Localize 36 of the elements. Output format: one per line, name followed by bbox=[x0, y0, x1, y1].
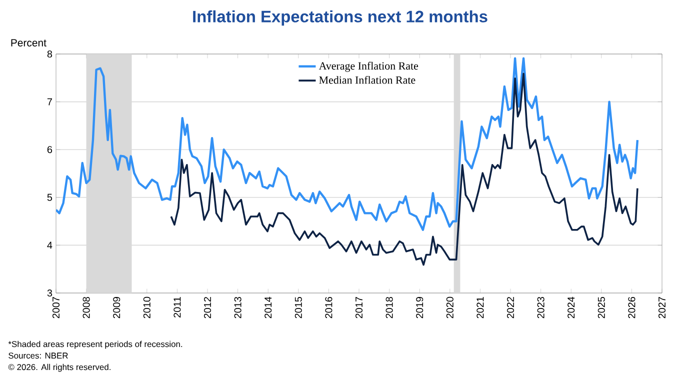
line-series bbox=[170, 72, 638, 266]
x-tick-label: 2022 bbox=[506, 297, 514, 318]
x-tick-label: 2021 bbox=[476, 297, 484, 318]
x-tick-label: 2018 bbox=[386, 296, 393, 318]
source-note: Sources: NBER bbox=[8, 352, 68, 359]
chart-title: Inflation Expectations next 12 months bbox=[193, 10, 488, 26]
y-axis-title: Percent bbox=[11, 39, 46, 46]
x-tick-label: 2008 bbox=[82, 296, 90, 318]
x-tick-label: 2012 bbox=[204, 297, 212, 318]
x-tick-label: 2019 bbox=[416, 296, 424, 318]
x-tick-label: 2011 bbox=[174, 297, 181, 318]
x-tick-label: 2024 bbox=[568, 296, 575, 318]
x-tick-label: 2016 bbox=[325, 296, 332, 318]
x-tick-label: 2025 bbox=[598, 296, 605, 318]
x-tick-label: 2009 bbox=[113, 296, 120, 318]
y-tick-label: 3 bbox=[47, 289, 52, 297]
legend-label: Average Inflation Rate bbox=[318, 62, 418, 72]
y-tick-label: 8 bbox=[47, 50, 52, 58]
x-tick-label: 2027 bbox=[658, 297, 666, 318]
x-tick-label: 2020 bbox=[446, 296, 454, 318]
x-tick-label: 2013 bbox=[234, 296, 242, 318]
x-tick-label: 2015 bbox=[294, 296, 302, 318]
x-tick-label: 2026 bbox=[628, 296, 636, 318]
text: © 2026. All rights reserved. bbox=[8, 364, 110, 372]
y-tick-label: 4 bbox=[47, 242, 52, 249]
x-tick-label: 2014 bbox=[264, 296, 272, 318]
x-tick-label: 2023 bbox=[537, 296, 544, 318]
text: *Shaded areas represent periods of recession. bbox=[8, 340, 182, 349]
y-tick-label: 7 bbox=[47, 98, 52, 106]
line-series bbox=[56, 57, 639, 232]
y-tick-label: 5 bbox=[47, 194, 52, 201]
x-tick-label: 2017 bbox=[355, 297, 363, 318]
x-tick-label: 2010 bbox=[143, 296, 150, 318]
legend-label: Median Inflation Rate bbox=[319, 76, 416, 84]
y-tick-label: 6 bbox=[47, 146, 52, 154]
x-tick-label: 2007 bbox=[52, 297, 60, 318]
